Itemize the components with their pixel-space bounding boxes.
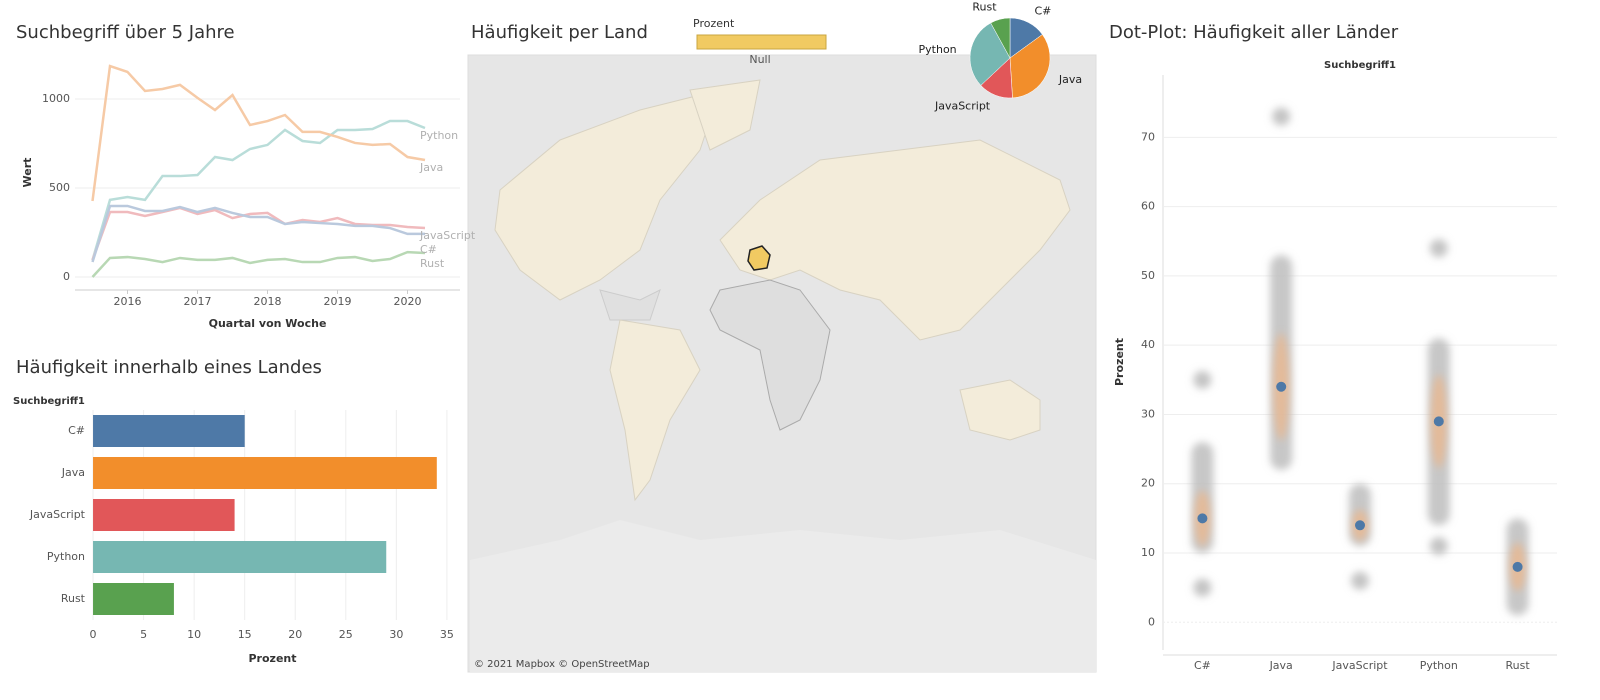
line-series: [91, 64, 426, 202]
x-axis-label: Prozent: [249, 652, 297, 665]
pie-label: Java: [1058, 73, 1082, 86]
legend-title: Suchbegriff1: [1324, 60, 1396, 71]
line-series: [91, 119, 426, 261]
y-tick-label: 10: [1141, 546, 1155, 559]
map-legend-title: Prozent: [693, 17, 735, 30]
north-america: [494, 89, 721, 301]
median-dot: [1276, 381, 1287, 392]
category-label: Java: [61, 466, 85, 479]
series-end-label: Python: [420, 129, 458, 142]
point: [1193, 370, 1212, 389]
y-tick-label: 0: [1148, 615, 1155, 628]
x-tick-label: 20: [288, 628, 302, 641]
bar: [93, 583, 174, 615]
chart-title: Dot-Plot: Häufigkeit aller Länder: [1109, 22, 1399, 43]
x-axis-label: Quartal von Woche: [209, 317, 327, 330]
eurasia: [719, 139, 1071, 341]
y-tick-label: 60: [1141, 200, 1155, 213]
series-end-label: Java: [419, 161, 443, 174]
south-america: [609, 319, 701, 502]
point: [1429, 239, 1448, 258]
bar: [93, 415, 245, 447]
series-end-label: C#: [420, 243, 437, 256]
x-tick-label: Rust: [1506, 659, 1531, 672]
x-tick-label: 2016: [114, 295, 142, 308]
y-axis-label: Wert: [21, 158, 34, 188]
legend-title: Suchbegriff1: [13, 396, 85, 407]
x-tick-label: Python: [1420, 659, 1458, 672]
x-tick-label: 35: [440, 628, 454, 641]
pie-slice: [969, 22, 1011, 86]
map: Häufigkeit per Land © 2021 Mapbox © Open…: [467, 17, 1097, 673]
map-title: Häufigkeit per Land: [471, 22, 648, 43]
x-tick-label: 2018: [254, 295, 282, 308]
x-tick-label: 0: [90, 628, 97, 641]
x-tick-label: 2017: [184, 295, 212, 308]
pie-label: Rust: [972, 1, 997, 14]
x-tick-label: C#: [1194, 659, 1211, 672]
y-tick-label: 500: [49, 181, 70, 194]
germany: [747, 245, 771, 271]
x-tick-label: 15: [238, 628, 252, 641]
pie-label: C#: [1035, 5, 1052, 18]
y-tick-label: 40: [1141, 338, 1155, 351]
x-tick-label: 10: [187, 628, 201, 641]
pie-label: Python: [919, 43, 957, 56]
line-series: [91, 206, 426, 261]
line-series: [91, 250, 426, 278]
central-america: [599, 289, 661, 321]
map-credit: © 2021 Mapbox © OpenStreetMap: [474, 659, 650, 670]
category-label: Rust: [61, 592, 86, 605]
x-tick-label: 5: [140, 628, 147, 641]
bar: [93, 457, 437, 489]
chart-title: Häufigkeit innerhalb eines Landes: [16, 357, 322, 378]
x-tick-label: Java: [1269, 659, 1293, 672]
pie-slice: [1009, 34, 1051, 99]
greenland: [689, 79, 761, 151]
series-end-label: JavaScript: [419, 229, 476, 242]
map-legend-swatch: [696, 34, 827, 50]
bar: [93, 541, 387, 573]
y-axis-label: Prozent: [1113, 338, 1126, 386]
pie-slice: [990, 17, 1011, 59]
y-tick-label: 0: [63, 270, 70, 283]
x-tick-label: 30: [389, 628, 403, 641]
australia: [959, 379, 1041, 441]
x-tick-label: 2019: [324, 295, 352, 308]
x-tick-label: 25: [339, 628, 353, 641]
point: [1272, 107, 1291, 126]
median-dot: [1433, 416, 1444, 427]
y-tick-label: 30: [1141, 407, 1155, 420]
point: [1429, 537, 1448, 556]
category-label: C#: [68, 424, 85, 437]
point: [1351, 571, 1369, 590]
point: [1193, 578, 1212, 597]
y-tick-label: 70: [1141, 130, 1155, 143]
series-end-label: Rust: [420, 257, 445, 270]
category-label: JavaScript: [29, 508, 86, 521]
map-legend-null: Null: [749, 53, 770, 66]
category-label: Python: [47, 550, 85, 563]
africa: [709, 279, 831, 431]
median-dot: [1355, 520, 1365, 531]
chart-title: Suchbegriff über 5 Jahre: [16, 22, 235, 43]
x-tick-label: JavaScript: [1331, 659, 1388, 672]
antarctica: [470, 520, 1096, 672]
line-series: [91, 204, 425, 263]
median-dot: [1512, 561, 1523, 572]
y-tick-label: 20: [1141, 477, 1155, 490]
y-tick-label: 50: [1141, 269, 1155, 282]
y-tick-label: 1000: [42, 92, 70, 105]
bar: [93, 499, 235, 531]
median-dot: [1197, 513, 1208, 524]
pie-label: JavaScript: [934, 99, 991, 112]
x-tick-label: 2020: [394, 295, 422, 308]
